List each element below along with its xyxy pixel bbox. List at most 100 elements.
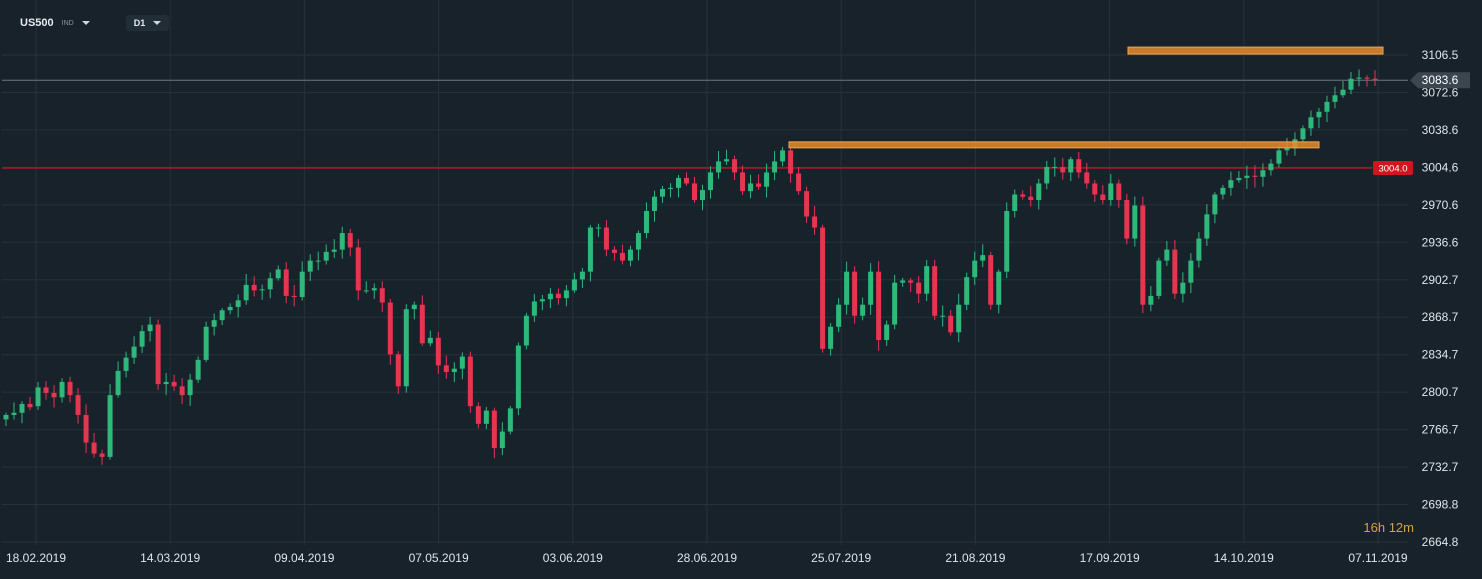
candle-body[interactable] <box>884 324 890 341</box>
candle-body[interactable] <box>107 395 113 457</box>
candle[interactable] <box>1004 202 1010 279</box>
candle[interactable] <box>443 355 449 379</box>
candle[interactable] <box>235 294 241 318</box>
candle[interactable] <box>1180 272 1186 303</box>
candle[interactable] <box>259 284 265 300</box>
candle[interactable] <box>740 165 746 195</box>
candle[interactable] <box>611 246 617 261</box>
candle-body[interactable] <box>123 357 129 371</box>
candle[interactable] <box>1164 241 1170 266</box>
candle-body[interactable] <box>892 282 898 325</box>
candle[interactable] <box>587 225 593 282</box>
candle[interactable] <box>339 226 345 259</box>
candle-body[interactable] <box>203 326 209 360</box>
candle[interactable] <box>892 274 898 330</box>
candle-body[interactable] <box>283 269 289 296</box>
candle-body[interactable] <box>595 227 601 229</box>
candle[interactable] <box>243 273 249 305</box>
candle-body[interactable] <box>916 282 922 294</box>
candle-body[interactable] <box>523 315 529 346</box>
candle[interactable] <box>764 163 770 198</box>
candle-body[interactable] <box>323 251 329 261</box>
candle-body[interactable] <box>611 249 617 253</box>
candle-body[interactable] <box>507 408 513 432</box>
candle-body[interactable] <box>299 271 305 298</box>
candle[interactable] <box>195 356 201 383</box>
candle[interactable] <box>451 362 457 383</box>
candle-body[interactable] <box>1300 128 1306 140</box>
candle[interactable] <box>1332 86 1338 109</box>
candle[interactable] <box>27 396 33 411</box>
candle[interactable] <box>1252 165 1258 188</box>
candle[interactable] <box>1052 157 1058 177</box>
candle[interactable] <box>748 174 754 199</box>
candle[interactable] <box>1204 204 1210 246</box>
candle-body[interactable] <box>419 304 425 344</box>
candle[interactable] <box>1076 151 1082 179</box>
candle[interactable] <box>467 351 473 413</box>
candle-body[interactable] <box>1332 95 1338 102</box>
candle[interactable] <box>523 312 529 350</box>
candle-body[interactable] <box>435 337 441 366</box>
candle[interactable] <box>1356 69 1362 87</box>
candle[interactable] <box>1132 196 1138 247</box>
candle[interactable] <box>363 281 369 294</box>
candle[interactable] <box>716 151 722 179</box>
candle-body[interactable] <box>972 260 978 278</box>
candle[interactable] <box>507 406 513 435</box>
candle-body[interactable] <box>27 403 33 408</box>
candle-body[interactable] <box>1348 78 1354 90</box>
candle[interactable] <box>539 294 545 311</box>
candle[interactable] <box>1300 125 1306 142</box>
candle-body[interactable] <box>675 177 681 188</box>
candle[interactable] <box>876 261 882 351</box>
candle[interactable] <box>772 151 778 181</box>
candle-body[interactable] <box>363 290 369 292</box>
candle-body[interactable] <box>603 227 609 250</box>
candle-body[interactable] <box>139 331 145 347</box>
candle-body[interactable] <box>804 191 810 217</box>
candle-body[interactable] <box>1364 77 1370 79</box>
candle-body[interactable] <box>836 304 842 327</box>
candle[interactable] <box>579 267 585 288</box>
candle[interactable] <box>43 381 49 400</box>
candle[interactable] <box>659 185 665 203</box>
candle-body[interactable] <box>91 442 97 454</box>
candle-body[interactable] <box>75 395 81 415</box>
candle[interactable] <box>571 272 577 293</box>
timeframe-selector[interactable]: D1 <box>125 15 170 31</box>
candle[interactable] <box>627 245 633 267</box>
candle[interactable] <box>812 206 818 235</box>
candle[interactable] <box>91 433 97 458</box>
candle[interactable] <box>251 276 257 297</box>
candle[interactable] <box>435 332 441 374</box>
candle-body[interactable] <box>155 324 161 385</box>
candle-body[interactable] <box>131 346 137 358</box>
candle[interactable] <box>283 262 289 304</box>
candle-body[interactable] <box>43 387 49 393</box>
candle-body[interactable] <box>651 196 657 212</box>
candle[interactable] <box>932 259 938 320</box>
candle-body[interactable] <box>1124 199 1130 239</box>
candle-body[interactable] <box>483 410 489 424</box>
candle-body[interactable] <box>1188 260 1194 283</box>
candle[interactable] <box>924 259 930 302</box>
candle-body[interactable] <box>579 271 585 280</box>
candle[interactable] <box>1268 159 1274 176</box>
candle-body[interactable] <box>1284 148 1290 151</box>
candle[interactable] <box>1348 72 1354 95</box>
candle-body[interactable] <box>403 309 409 387</box>
candle-body[interactable] <box>11 412 17 415</box>
candle-body[interactable] <box>908 280 914 283</box>
candle-body[interactable] <box>1076 159 1082 173</box>
candle[interactable] <box>355 239 361 301</box>
candle[interactable] <box>75 388 81 424</box>
candle[interactable] <box>683 172 689 186</box>
candle[interactable] <box>988 251 994 310</box>
candle-body[interactable] <box>692 183 698 200</box>
candle[interactable] <box>19 401 25 424</box>
candle-body[interactable] <box>459 356 465 369</box>
candle[interactable] <box>123 351 129 378</box>
candle[interactable] <box>67 376 73 403</box>
